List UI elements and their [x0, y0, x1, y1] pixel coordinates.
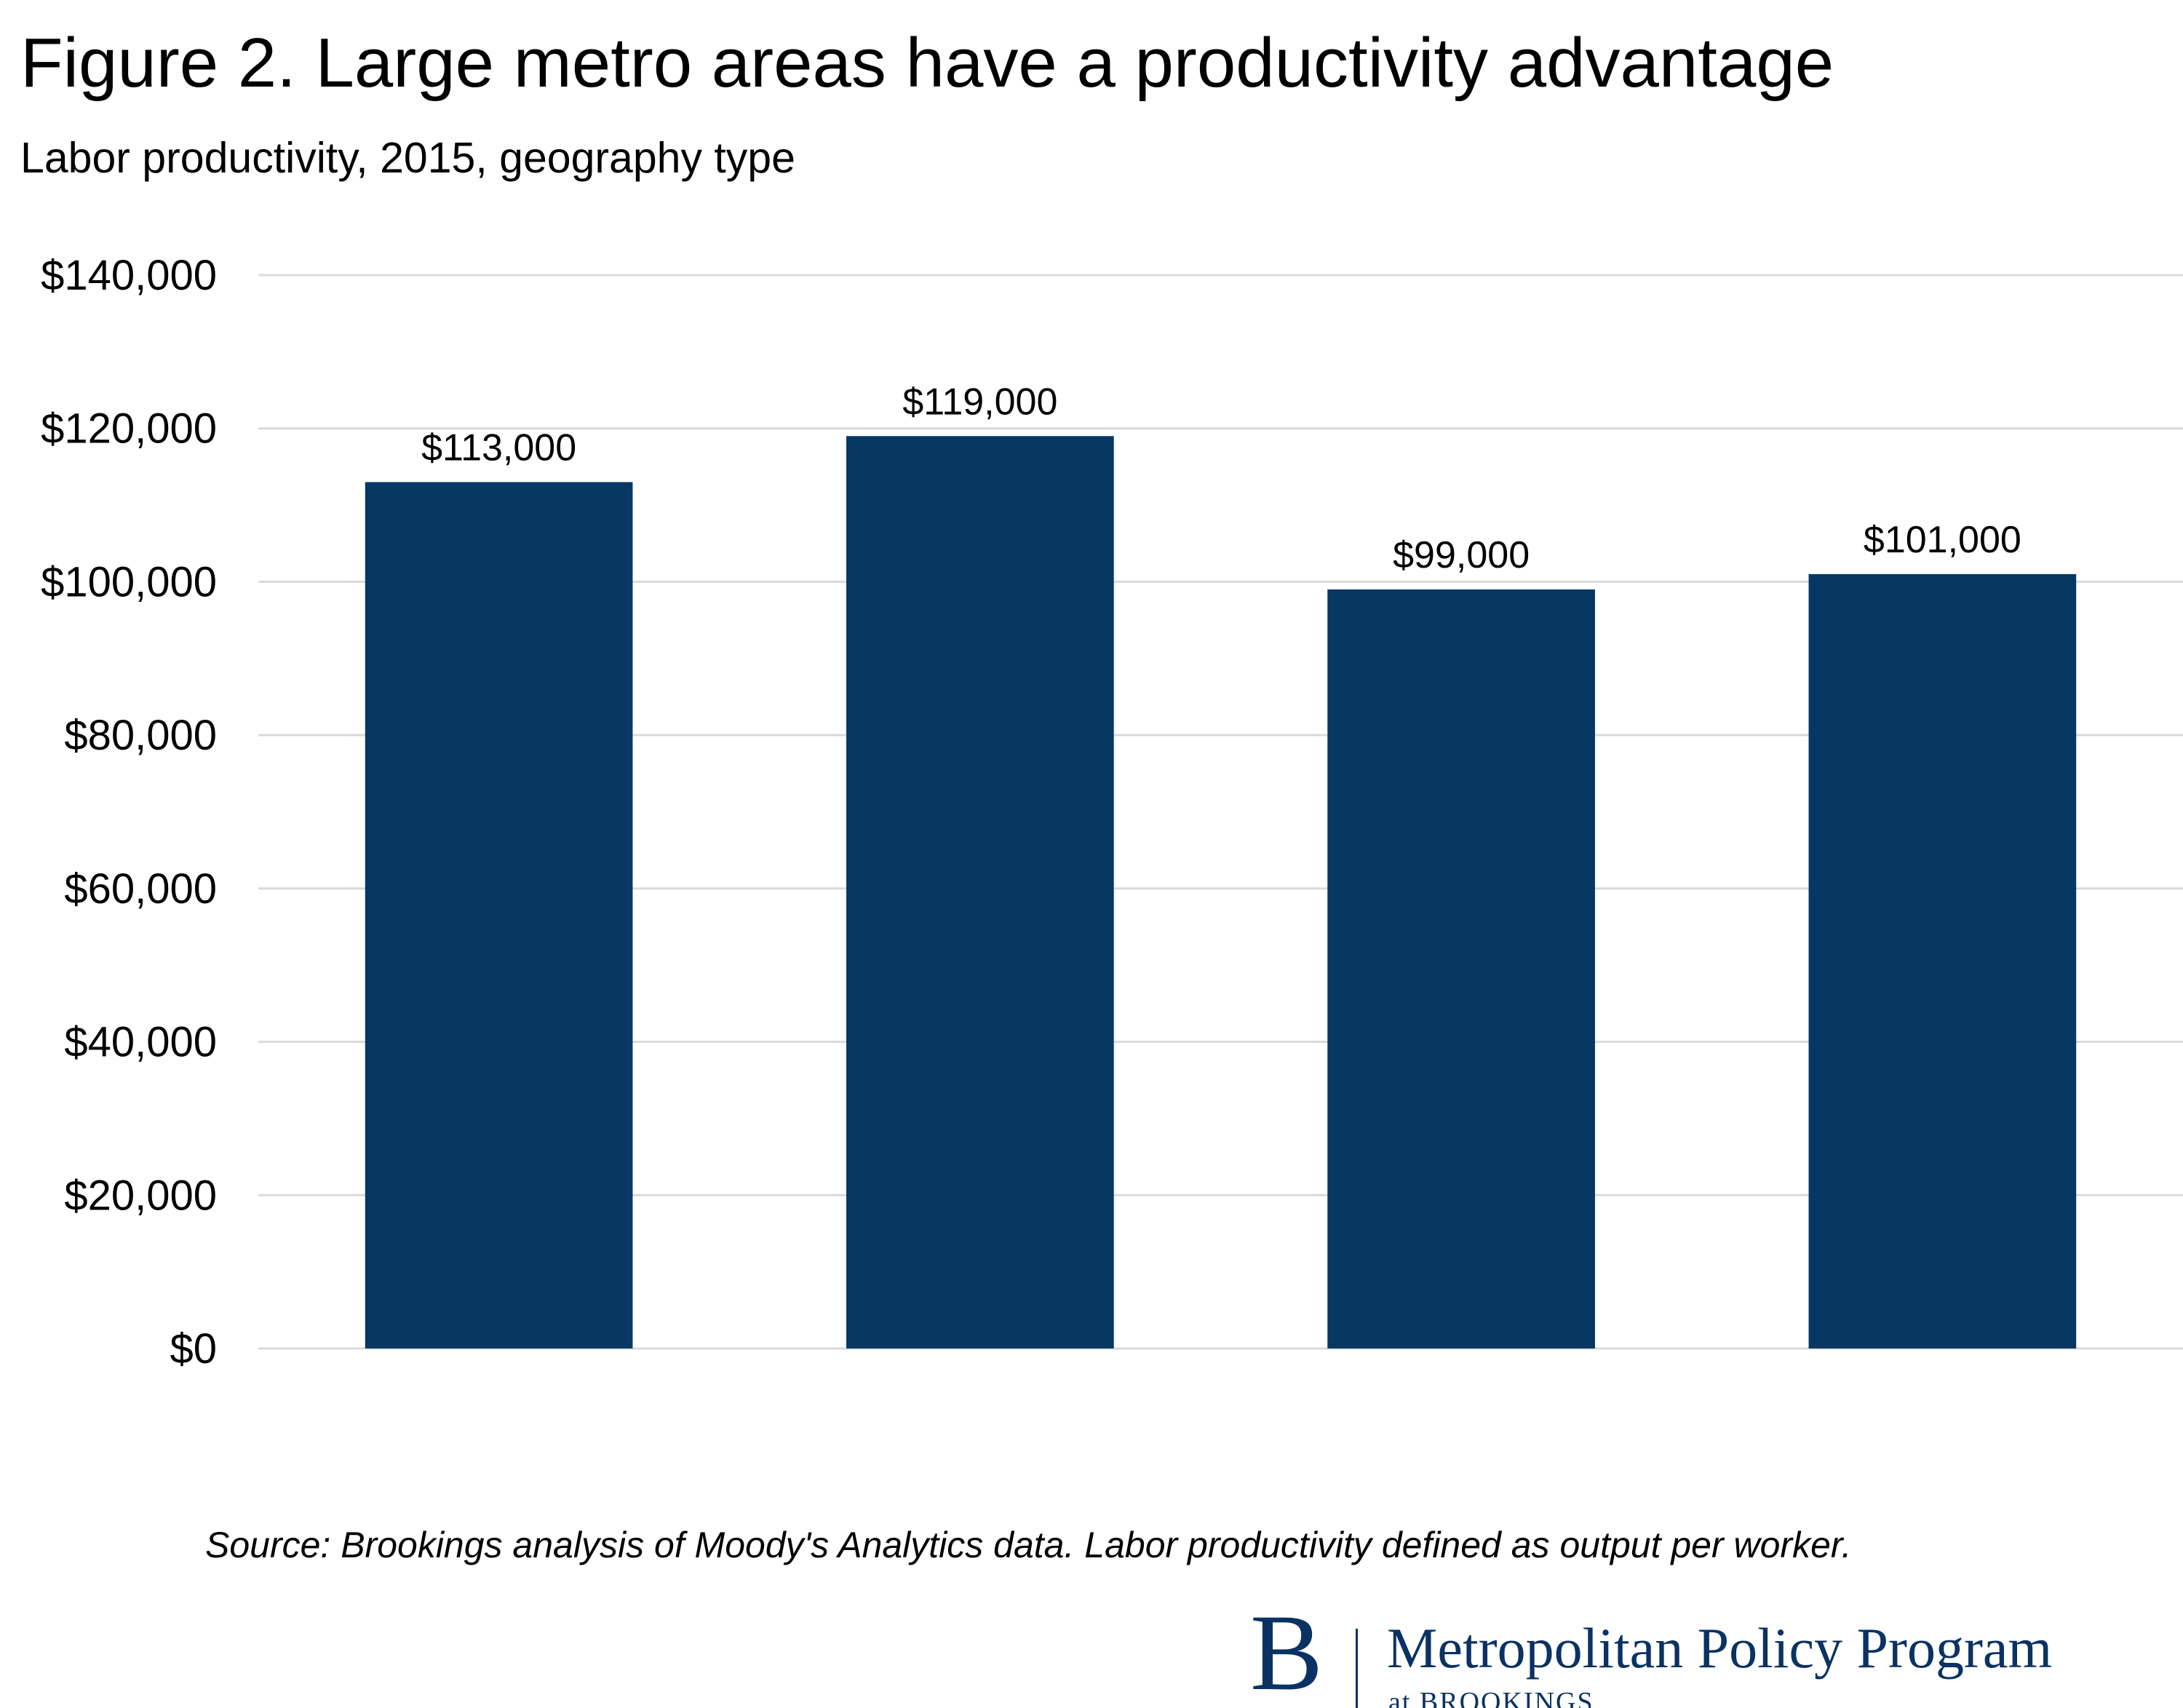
- y-tick-label: $0: [170, 1325, 217, 1373]
- chart-subtitle: Labor productivity, 2015, geography type: [20, 134, 795, 182]
- bar: [365, 482, 633, 1348]
- y-tick-label: $120,000: [41, 405, 217, 453]
- program-affiliation: at BROOKINGS: [1388, 1687, 1594, 1708]
- bar: [1808, 573, 2077, 1348]
- y-tick-label: $140,000: [41, 252, 217, 299]
- source-note: Source: Brookings analysis of Moody's An…: [205, 1525, 1852, 1565]
- program-name: Metropolitan Policy Program: [1387, 1616, 2053, 1680]
- y-tick-label: $100,000: [41, 558, 217, 605]
- bar: [846, 436, 1114, 1348]
- y-tick-label: $20,000: [64, 1172, 217, 1219]
- brookings-b-mark: B: [1250, 1607, 1324, 1708]
- y-axis-tick-labels: $0 $20,000 $40,000 $60,000 $80,000 $100,000 $1…: [41, 252, 217, 1373]
- bar-data-label: $101,000: [1864, 519, 2021, 561]
- logo-divider: [1356, 1629, 1358, 1708]
- bar-data-label: $119,000: [902, 381, 1057, 423]
- data-labels: $113,000 $119,000 $99,000 $101,000: [421, 381, 2021, 576]
- y-tick-label: $80,000: [64, 712, 217, 759]
- y-tick-label: $60,000: [64, 865, 217, 913]
- bar: [1327, 589, 1595, 1348]
- brookings-logo: B Metropolitan Policy Program at BROOKIN…: [1250, 1607, 2183, 1708]
- bar-data-label: $99,000: [1393, 534, 1530, 576]
- y-tick-label: $40,000: [64, 1019, 217, 1066]
- bar-data-label: $113,000: [421, 426, 576, 469]
- bar-chart: $0 $20,000 $40,000 $60,000 $80,000 $100,000 $1…: [41, 252, 2183, 1373]
- bars: [365, 436, 2077, 1348]
- chart-title: Figure 2. Large metro areas have a produ…: [20, 24, 1834, 102]
